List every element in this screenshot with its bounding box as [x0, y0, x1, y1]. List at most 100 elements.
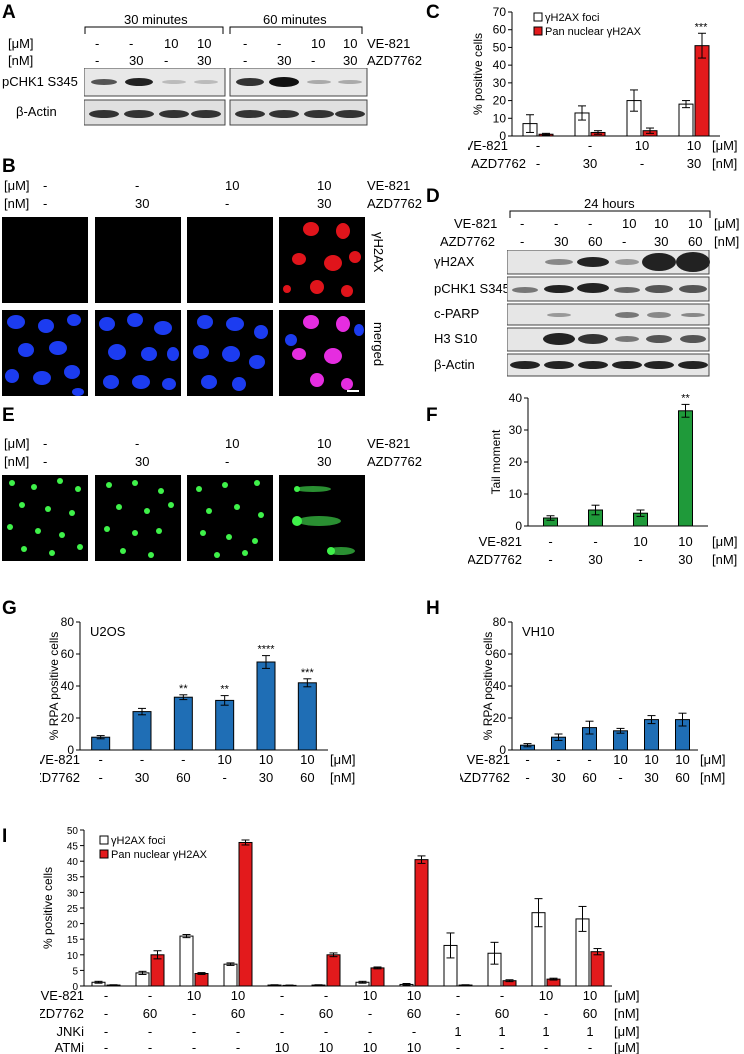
- row-value: -: [181, 752, 185, 767]
- row-value: 60: [231, 1006, 245, 1021]
- bar-pan-3: [694, 45, 710, 137]
- row-value: 30: [259, 770, 273, 785]
- panel-a-ve-4: -: [243, 36, 248, 51]
- row-value: -: [536, 156, 540, 171]
- y-tick-label: 20: [493, 94, 507, 108]
- row-value: -: [236, 1024, 240, 1039]
- row-value: -: [148, 988, 152, 1003]
- row-value: -: [148, 1040, 152, 1054]
- row-unit: [nM]: [700, 770, 725, 785]
- ve821-label-b: VE-821: [367, 178, 411, 193]
- unit-um-d: [μM]: [714, 216, 740, 231]
- bar-value-2: [173, 696, 193, 751]
- row-unit: [μM]: [614, 1040, 640, 1054]
- y-tick-label: 0: [499, 743, 506, 757]
- row-value: -: [148, 1024, 152, 1039]
- row-value: 30: [678, 552, 692, 567]
- row-value: 10: [231, 988, 245, 1003]
- y-axis-label: % RPA positive cells: [47, 632, 61, 741]
- row-value: 10: [675, 752, 689, 767]
- y-tick-label: 60: [61, 647, 75, 661]
- y-tick-label: 40: [509, 391, 523, 405]
- row-value: -: [548, 534, 552, 549]
- panel-letter-h: H: [426, 598, 440, 619]
- bar-value-4: [256, 661, 276, 751]
- unit-nm-b: [nM]: [4, 196, 30, 211]
- row-value: 60: [582, 770, 596, 785]
- row-unit: [μM]: [614, 988, 640, 1003]
- panel-b-azd-3: 30: [317, 196, 332, 211]
- panel-d-ve-1: -: [554, 216, 559, 231]
- y-tick-label: 50: [67, 826, 79, 837]
- y-axis-label: Tail moment: [489, 429, 503, 494]
- chart-title: VH10: [522, 624, 555, 639]
- significance-label: **: [179, 683, 188, 695]
- row-value: 60: [675, 770, 689, 785]
- panel-e-ve-1: -: [135, 436, 140, 451]
- chart-i: 0 5 10 15 20 25 30 35 40 45 50 % positive cells γH2A…: [40, 826, 640, 1054]
- row-value: -: [536, 138, 540, 153]
- y-tick-label: 20: [493, 711, 507, 725]
- y-tick-label: 0: [499, 129, 506, 143]
- y-tick-label: 25: [67, 904, 79, 915]
- micrograph-b-2-1: [2, 310, 88, 396]
- row-value: -: [98, 752, 102, 767]
- panel-a-ve-7: 10: [343, 36, 358, 51]
- y-tick-label: 40: [61, 679, 75, 693]
- row-value: -: [588, 1040, 592, 1054]
- row-value: -: [556, 752, 560, 767]
- row-value: -: [192, 1040, 196, 1054]
- row-value: 60: [407, 1006, 421, 1021]
- panel-letter-f: F: [426, 405, 438, 426]
- row-value: -: [324, 988, 328, 1003]
- comet-image-1: [2, 475, 88, 561]
- row-value: 60: [143, 1006, 157, 1021]
- bar-pan-5: [326, 954, 341, 987]
- panel-e-azd-3: 30: [317, 454, 332, 469]
- panel-e-azd-0: -: [43, 454, 48, 469]
- bar-foci-3: [223, 963, 238, 987]
- micrograph-b-1-4: [279, 217, 365, 303]
- row-value: 10: [363, 1040, 377, 1054]
- row-value: -: [236, 1040, 240, 1054]
- legend-label: Pan nuclear γH2AX: [111, 849, 208, 861]
- legend-label: γH2AX foci: [545, 12, 599, 24]
- chart-title: U2OS: [90, 624, 126, 639]
- row-value: -: [368, 1024, 372, 1039]
- panel-b-azd-2: -: [225, 196, 230, 211]
- row-value: -: [280, 988, 284, 1003]
- row-value: 10: [644, 752, 658, 767]
- row-label: VE-821: [468, 138, 508, 153]
- y-axis-label: % positive cells: [471, 33, 485, 115]
- panel-d-ve-2: -: [588, 216, 593, 231]
- panel-a-ve-3: 10: [197, 36, 212, 51]
- row-unit: [nM]: [614, 1006, 639, 1021]
- y-tick-label: 80: [493, 615, 507, 629]
- panel-e-ve-3: 10: [317, 436, 332, 451]
- panel-letter-i: I: [2, 826, 8, 847]
- panel-e-azd-2: -: [225, 454, 230, 469]
- time-bracket-d: [509, 210, 711, 218]
- y-tick-label: 40: [67, 857, 79, 868]
- significance-label: ***: [695, 21, 709, 33]
- bar-value-1: [132, 711, 152, 751]
- bar-pan-3: [238, 841, 253, 987]
- row-value: 10: [300, 752, 314, 767]
- micrograph-b-1-3: [187, 217, 273, 303]
- panel-d-azd-3: -: [622, 234, 627, 249]
- row-value: 30: [583, 156, 597, 171]
- row-value: 10: [678, 534, 692, 549]
- y-tick-label: 15: [67, 935, 79, 946]
- row-value: 10: [363, 988, 377, 1003]
- row-value: 10: [583, 988, 597, 1003]
- panel-a-azd-7: 30: [343, 53, 358, 68]
- row-value: -: [192, 1006, 196, 1021]
- y-tick-label: 30: [67, 888, 79, 899]
- row-value: 1: [498, 1024, 505, 1039]
- y-tick-label: 0: [67, 743, 74, 757]
- row-value: 10: [407, 1040, 421, 1054]
- legend-swatch: [99, 849, 109, 859]
- y-tick-label: 30: [493, 76, 507, 90]
- significance-label: **: [220, 684, 229, 696]
- micrograph-b-2-2: [95, 310, 181, 396]
